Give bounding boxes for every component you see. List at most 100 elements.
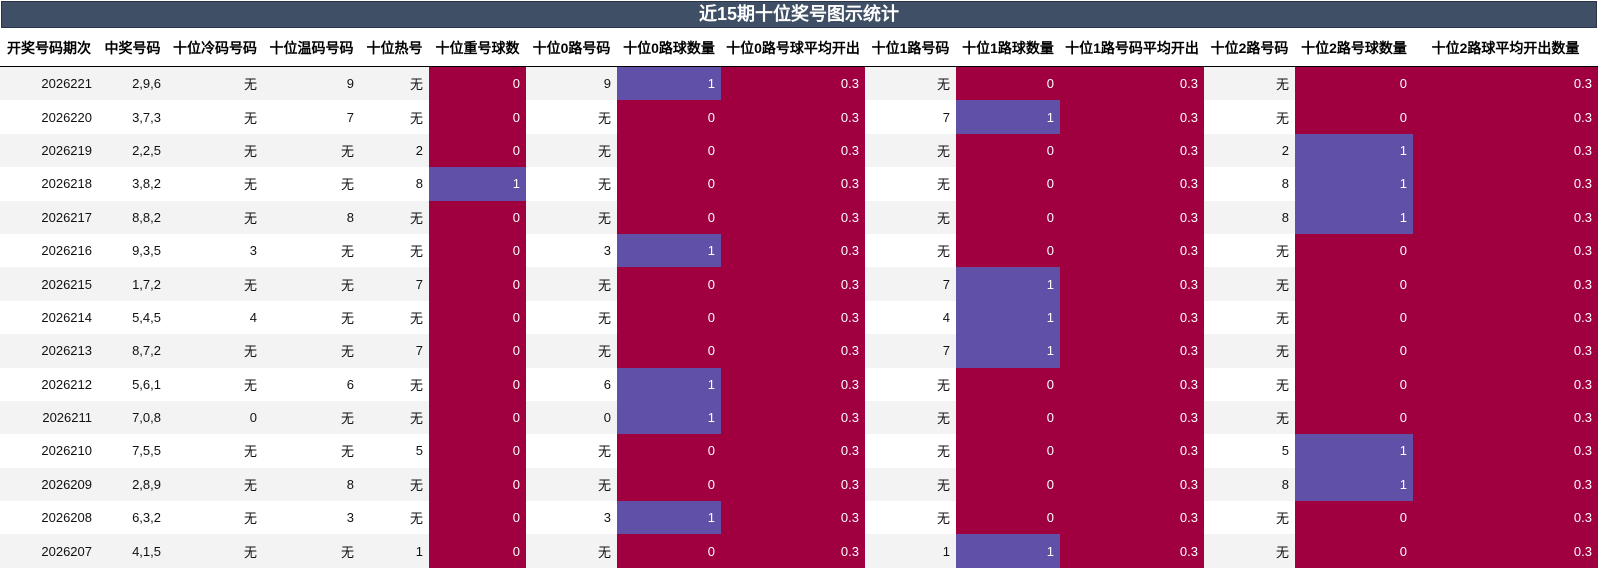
table-cell: 0: [956, 233, 1060, 268]
table-cell: 1: [1295, 133, 1413, 168]
column-header[interactable]: 十位冷码号码: [167, 30, 263, 67]
column-header[interactable]: 十位1路号码: [865, 30, 956, 67]
table-cell: 0: [429, 133, 526, 168]
table-row: 2026218 3,8,2 无无 8 1 无 0 0.3 无 0 0.3 8 1 0.3: [0, 167, 1598, 201]
table-cell: 3: [167, 233, 263, 268]
table-cell: 2026216: [0, 233, 98, 268]
table-cell: 6,3,2: [98, 501, 167, 535]
table-cell: 0.3: [1413, 400, 1598, 435]
table-cell: 0: [617, 300, 721, 335]
table-row: 2026213 8,7,2 无无 7 0 无 0 0.3 7 1 0.3 无 0 0.3: [0, 334, 1598, 368]
table-row: 2026214 5,4,5 4 无无 0 无 0 0.3 4 1 0.3 无 0 0.3: [0, 300, 1598, 335]
table-cell: 0: [956, 501, 1060, 535]
table-cell: 2026219: [0, 133, 98, 168]
table-cell: 0.3: [1413, 501, 1598, 535]
table-row: 2026215 1,7,2 无无 7 0 无 0 0.3 7 1 0.3 无 0 0.3: [0, 267, 1598, 301]
column-header[interactable]: 十位0路号码: [526, 30, 617, 67]
column-header[interactable]: 十位热号: [360, 30, 429, 67]
table-header-row: 开奖号码期次 中奖号码 十位冷码号码 十位温码号码 十位热号 十位重号球数 十位0路号码 十位…: [0, 30, 1598, 67]
table-cell: 0.3: [1413, 367, 1598, 401]
table-cell: 0.3: [721, 534, 865, 568]
table-cell: 0: [617, 167, 721, 201]
table-cell: 9: [263, 66, 360, 101]
table-cell: 0: [429, 467, 526, 502]
table-cell: 0.3: [1060, 267, 1204, 301]
column-header[interactable]: 十位温码号码: [263, 30, 360, 67]
table-cell: 0: [617, 434, 721, 468]
column-header[interactable]: 十位1路号码平均开出: [1060, 30, 1204, 67]
table-cell: 无: [360, 66, 429, 101]
table-cell: 0: [1295, 367, 1413, 401]
table-cell: 0.3: [1413, 133, 1598, 168]
table-cell: 0.3: [1060, 66, 1204, 101]
table-cell: 2026217: [0, 200, 98, 234]
table-cell: 0: [429, 334, 526, 368]
table-cell: 2026218: [0, 167, 98, 201]
table-cell: 无: [167, 133, 263, 168]
table-cell: 2026220: [0, 100, 98, 134]
table-cell: 2026215: [0, 267, 98, 301]
table-cell: 0: [617, 200, 721, 234]
table-cell: 0: [956, 400, 1060, 435]
table-cell: 无: [526, 167, 617, 201]
column-header[interactable]: 十位2路号球数量: [1295, 30, 1413, 67]
table-cell: 0.3: [1413, 233, 1598, 268]
table-cell: 0.3: [721, 434, 865, 468]
table-cell: 1: [617, 367, 721, 401]
column-header[interactable]: 开奖号码期次: [0, 30, 98, 67]
table-cell: 0.3: [721, 167, 865, 201]
table-cell: 4: [865, 300, 956, 335]
table-cell: 1: [360, 534, 429, 568]
table-cell: 0.3: [1413, 200, 1598, 234]
table-cell: 无: [1204, 300, 1295, 335]
table-cell: 无: [526, 100, 617, 134]
table-cell: 0.3: [1060, 400, 1204, 435]
table-cell: 0: [429, 66, 526, 101]
table-cell: 0.3: [1413, 534, 1598, 568]
table-cell: 无: [526, 534, 617, 568]
table-cell: 0: [167, 400, 263, 435]
table-cell: 无: [263, 133, 360, 168]
table-cell: 7: [865, 334, 956, 368]
table-cell: 0: [429, 434, 526, 468]
table-row: 2026219 2,2,5 无无 2 0 无 0 0.3 无 0 0.3 2 1 0.3: [0, 133, 1598, 168]
table-cell: 0.3: [721, 267, 865, 301]
table-cell: 0.3: [1413, 334, 1598, 368]
table-cell: 0: [956, 434, 1060, 468]
column-header[interactable]: 十位2路号码: [1204, 30, 1295, 67]
table-cell: 0: [956, 200, 1060, 234]
table-cell: 0: [429, 300, 526, 335]
table-cell: 7: [360, 267, 429, 301]
table-cell: 2026209: [0, 467, 98, 502]
table-cell: 0.3: [721, 133, 865, 168]
column-header[interactable]: 中奖号码: [98, 30, 167, 67]
table-cell: 7: [263, 100, 360, 134]
column-header[interactable]: 十位0路号球平均开出: [721, 30, 865, 67]
table-cell: 1: [1295, 200, 1413, 234]
table-cell: 2026213: [0, 334, 98, 368]
table-cell: 8: [1204, 467, 1295, 502]
column-header[interactable]: 十位1路球数量: [956, 30, 1060, 67]
table-cell: 无: [167, 334, 263, 368]
page-title: 近15期十位奖号图示统计: [1, 1, 1597, 28]
table-cell: 0: [1295, 501, 1413, 535]
table-cell: 无: [167, 66, 263, 101]
table-cell: 5,6,1: [98, 367, 167, 401]
table-cell: 0.3: [1060, 534, 1204, 568]
table-cell: 0.3: [1413, 100, 1598, 134]
table-cell: 无: [865, 434, 956, 468]
table-row: 2026207 4,1,5 无无 1 0 无 0 0.3 1 1 0.3 无 0 0.3: [0, 534, 1598, 568]
table-cell: 无: [526, 300, 617, 335]
column-header[interactable]: 十位2路球平均开出数量: [1413, 30, 1598, 67]
table-cell: 0: [1295, 267, 1413, 301]
table-cell: 7: [865, 100, 956, 134]
table-cell: 无: [360, 467, 429, 502]
table-cell: 0: [1295, 534, 1413, 568]
table-cell: 0.3: [1060, 434, 1204, 468]
table-cell: 2026212: [0, 367, 98, 401]
table-cell: 无: [1204, 334, 1295, 368]
table-cell: 2,9,6: [98, 66, 167, 101]
column-header[interactable]: 十位重号球数: [429, 30, 526, 67]
table-cell: 无: [167, 467, 263, 502]
column-header[interactable]: 十位0路球数量: [617, 30, 721, 67]
